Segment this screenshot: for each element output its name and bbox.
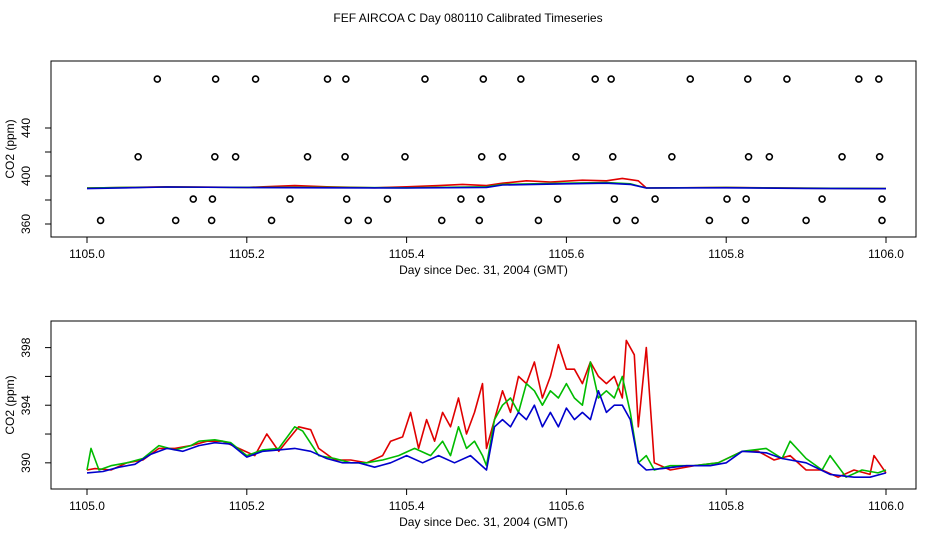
bottom-series-red-line bbox=[86, 339, 887, 479]
calibration-point bbox=[134, 153, 142, 161]
calibration-point bbox=[783, 75, 791, 83]
calibration-point bbox=[705, 216, 714, 225]
calibration-points-480 bbox=[153, 75, 883, 83]
calibration-point bbox=[608, 153, 617, 161]
calibration-points-363 bbox=[96, 216, 886, 225]
calibration-point bbox=[401, 153, 409, 161]
calibration-point bbox=[479, 75, 488, 83]
top-x-tick-label: 1105.6 bbox=[548, 247, 584, 261]
calibration-point bbox=[607, 75, 615, 83]
bottom-y-axis: 390 394 398 bbox=[19, 337, 52, 473]
top-x-tick-label: 1106.0 bbox=[868, 247, 904, 261]
bottom-x-tick-label: 1105.6 bbox=[548, 499, 584, 513]
calibration-point bbox=[286, 195, 294, 203]
figure-title: FEF AIRCOA C Day 080110 Calibrated Times… bbox=[333, 11, 602, 25]
calibration-point bbox=[651, 195, 659, 203]
top-series-blue-line bbox=[86, 182, 887, 190]
calibration-point bbox=[171, 216, 180, 225]
top-y-tick-label: 440 bbox=[19, 118, 33, 138]
calibration-point bbox=[517, 75, 525, 83]
top-x-axis: 1105.0 1105.2 1105.4 1105.6 1105.8 1106.0 bbox=[69, 236, 904, 261]
calibration-point bbox=[875, 153, 884, 161]
calibration-point bbox=[421, 75, 429, 83]
bottom-x-axis-label: Day since Dec. 31, 2004 (GMT) bbox=[399, 515, 568, 529]
bottom-y-tick-label: 390 bbox=[19, 453, 33, 473]
calibration-point bbox=[344, 216, 353, 225]
calibration-point bbox=[591, 75, 599, 83]
calibration-point bbox=[498, 153, 507, 161]
top-y-axis-label: CO2 (ppm) bbox=[3, 119, 17, 178]
calibration-point bbox=[153, 75, 162, 83]
calibration-point bbox=[553, 195, 562, 203]
top-x-axis-label: Day since Dec. 31, 2004 (GMT) bbox=[399, 263, 568, 277]
calibration-point bbox=[208, 195, 217, 203]
bottom-x-tick-label: 1105.2 bbox=[229, 499, 265, 513]
calibration-point bbox=[341, 153, 349, 161]
calibration-point bbox=[818, 195, 826, 203]
calibration-point bbox=[342, 75, 350, 83]
calibration-points-380 bbox=[189, 195, 886, 203]
bottom-x-tick-label: 1105.8 bbox=[708, 499, 744, 513]
calibration-point bbox=[211, 153, 219, 161]
bottom-y-tick-label: 394 bbox=[19, 395, 33, 415]
top-x-tick-label: 1105.4 bbox=[389, 247, 425, 261]
calibration-point bbox=[267, 216, 276, 225]
bottom-series-green-line bbox=[86, 361, 887, 479]
top-plot-frame bbox=[50, 60, 917, 238]
top-y-axis: 360 400 440 bbox=[19, 118, 52, 234]
calibration-point bbox=[534, 216, 543, 225]
calibration-point bbox=[437, 216, 446, 225]
calibration-point bbox=[744, 153, 753, 161]
top-panel-co2-all: 1105.0 1105.2 1105.4 1105.6 1105.8 1106.0 Day … bbox=[3, 60, 917, 277]
top-x-tick-label: 1105.8 bbox=[708, 247, 744, 261]
calibration-point bbox=[457, 195, 465, 203]
calibration-point bbox=[631, 216, 639, 225]
top-x-tick-label: 1105.2 bbox=[229, 247, 265, 261]
calibration-point bbox=[612, 216, 621, 225]
top-y-tick-label: 360 bbox=[19, 214, 33, 234]
calibration-point bbox=[477, 153, 486, 161]
top-y-tick-label: 400 bbox=[19, 166, 33, 186]
calibration-point bbox=[610, 195, 619, 203]
calibration-point bbox=[802, 216, 810, 225]
calibration-point bbox=[838, 153, 846, 161]
bottom-series-blue-line bbox=[86, 389, 887, 479]
calibration-point bbox=[686, 75, 695, 83]
calibration-point bbox=[231, 153, 240, 161]
calibration-point bbox=[211, 75, 220, 83]
calibration-point bbox=[303, 153, 312, 161]
calibration-point bbox=[743, 75, 752, 83]
bottom-y-tick-label: 398 bbox=[19, 337, 33, 357]
calibration-point bbox=[668, 153, 676, 161]
bottom-x-tick-label: 1106.0 bbox=[868, 499, 904, 513]
bottom-panel-co2-ambient: 1105.0 1105.2 1105.4 1105.6 1105.8 1106.0 Day … bbox=[3, 320, 917, 529]
calibration-point bbox=[477, 195, 485, 203]
calibration-point bbox=[742, 195, 750, 203]
calibration-point bbox=[878, 216, 886, 225]
calibration-point bbox=[723, 195, 731, 203]
calibration-point bbox=[96, 216, 105, 225]
calibration-point bbox=[855, 75, 863, 83]
calibration-point bbox=[342, 195, 351, 203]
bottom-x-tick-label: 1105.4 bbox=[389, 499, 425, 513]
bottom-x-axis: 1105.0 1105.2 1105.4 1105.6 1105.8 1106.0 bbox=[69, 488, 904, 513]
calibration-point bbox=[878, 195, 886, 203]
calibration-point bbox=[875, 75, 883, 83]
calibration-point bbox=[364, 216, 373, 225]
calibration-point bbox=[765, 153, 774, 161]
calibration-point bbox=[741, 216, 750, 225]
calibration-point bbox=[475, 216, 484, 225]
bottom-x-tick-label: 1105.0 bbox=[69, 499, 105, 513]
calibration-points-416 bbox=[134, 153, 884, 161]
calibration-point bbox=[383, 195, 392, 203]
bottom-y-axis-label: CO2 (ppm) bbox=[3, 375, 17, 434]
calibration-point bbox=[207, 216, 216, 225]
top-x-tick-label: 1105.0 bbox=[69, 247, 105, 261]
calibration-point bbox=[323, 75, 332, 83]
top-series-red-line bbox=[86, 177, 887, 190]
calibration-point bbox=[251, 75, 260, 83]
calibration-point bbox=[189, 195, 198, 203]
calibration-point bbox=[572, 153, 580, 161]
